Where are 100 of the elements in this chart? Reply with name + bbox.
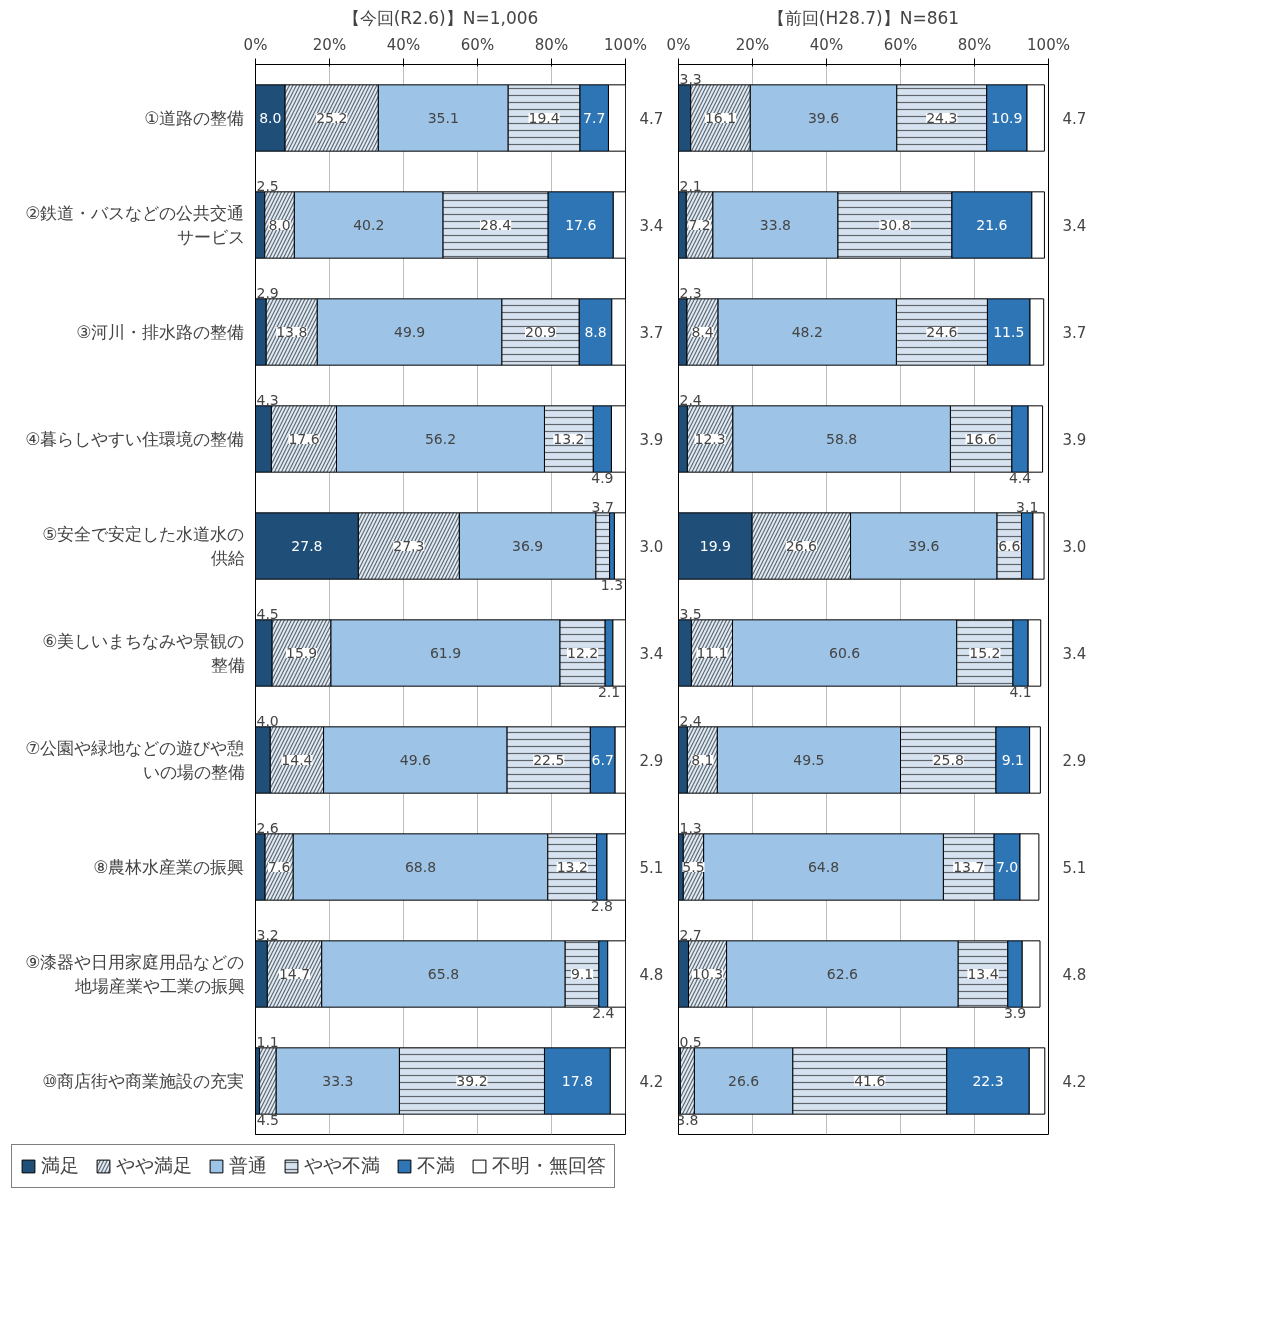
data-label: 19.9 bbox=[699, 538, 731, 554]
data-label: 4.7 bbox=[1062, 110, 1087, 128]
data-label: 35.1 bbox=[427, 110, 459, 126]
data-label: 49.9 bbox=[394, 324, 426, 340]
data-label: 33.8 bbox=[759, 217, 792, 233]
data-label: 13.4 bbox=[967, 966, 999, 982]
data-label: 33.3 bbox=[322, 1073, 354, 1089]
data-label: 49.5 bbox=[793, 752, 825, 768]
data-label: 3.4 bbox=[639, 217, 664, 235]
x-tick-label: 60% bbox=[883, 35, 918, 54]
data-label: 5.5 bbox=[682, 859, 705, 875]
data-label: 68.8 bbox=[404, 859, 437, 875]
data-label: 13.2 bbox=[553, 431, 585, 447]
data-label: 10.3 bbox=[691, 966, 724, 982]
legend-label: やや不満 bbox=[304, 1153, 380, 1178]
data-label: 8.0 bbox=[259, 110, 282, 126]
data-label: 3.0 bbox=[639, 538, 664, 556]
data-label: 3.0 bbox=[1062, 538, 1087, 556]
data-label: 2.9 bbox=[1062, 752, 1087, 770]
data-label: 3.7 bbox=[1062, 324, 1087, 342]
data-label: 3.7 bbox=[639, 324, 664, 342]
data-label: 17.8 bbox=[561, 1073, 593, 1089]
x-tick-label: 0% bbox=[666, 35, 691, 54]
data-label: 17.6 bbox=[565, 217, 597, 233]
legend-label: 普通 bbox=[229, 1153, 267, 1178]
data-label: 64.8 bbox=[807, 859, 840, 875]
data-label: 5.1 bbox=[1062, 859, 1087, 877]
data-label: 2.9 bbox=[256, 284, 279, 301]
data-label: 26.6 bbox=[728, 1073, 760, 1089]
legend-label: やや満足 bbox=[116, 1153, 192, 1178]
data-label: 2.1 bbox=[597, 684, 621, 701]
data-label: 8.4 bbox=[691, 324, 714, 340]
data-label: 13.7 bbox=[953, 859, 985, 875]
data-label: 2.8 bbox=[590, 898, 613, 915]
data-label: 1.3 bbox=[600, 577, 624, 594]
data-label: 56.2 bbox=[424, 431, 457, 447]
x-tick-label: 20% bbox=[735, 35, 770, 54]
data-label: 3.4 bbox=[1062, 217, 1087, 235]
y-tick-label: ⑦公園や緑地などの遊びや憩いの場の整備 bbox=[25, 738, 245, 782]
data-label: 6.6 bbox=[998, 538, 1021, 554]
data-label: 4.5 bbox=[256, 1112, 280, 1129]
data-label: 28.4 bbox=[480, 217, 512, 233]
data-label: 39.6 bbox=[908, 538, 940, 554]
data-label: 2.1 bbox=[679, 177, 702, 194]
data-label: 9.1 bbox=[1001, 752, 1024, 768]
data-label: 39.6 bbox=[807, 110, 840, 126]
data-label: 21.6 bbox=[976, 217, 1008, 233]
data-label: 14.4 bbox=[281, 752, 313, 768]
chart-title: 【前回(H28.7)】N=861 bbox=[767, 7, 960, 28]
data-label: 13.8 bbox=[276, 324, 308, 340]
data-label: 4.9 bbox=[591, 470, 614, 487]
data-label: 11.1 bbox=[696, 645, 728, 661]
data-label: 14.7 bbox=[278, 966, 311, 982]
legend-label: 満足 bbox=[41, 1153, 79, 1178]
data-label: 2.5 bbox=[256, 177, 279, 194]
data-label: 15.9 bbox=[285, 645, 318, 661]
data-label: 4.2 bbox=[1062, 1073, 1087, 1091]
y-tick-label: ②鉄道・バスなどの公共交通サービス bbox=[25, 203, 245, 247]
data-label: 2.4 bbox=[679, 391, 702, 408]
data-label: 12.2 bbox=[566, 645, 599, 661]
data-label: 4.4 bbox=[1008, 470, 1032, 487]
data-label: 3.5 bbox=[679, 605, 702, 622]
data-label: 8.1 bbox=[691, 752, 714, 768]
data-label: 30.8 bbox=[879, 217, 911, 233]
data-label: 26.6 bbox=[785, 538, 818, 554]
data-label: 24.3 bbox=[926, 110, 958, 126]
data-label: 13.2 bbox=[556, 859, 588, 875]
data-label: 27.8 bbox=[291, 538, 323, 554]
x-tick-label: 40% bbox=[386, 35, 421, 54]
x-tick-label: 80% bbox=[957, 35, 992, 54]
data-label: 9.1 bbox=[570, 966, 594, 982]
x-tick-label: 100% bbox=[1027, 35, 1070, 54]
data-label: 61.9 bbox=[429, 645, 462, 661]
data-label: 4.0 bbox=[256, 712, 279, 729]
data-label: 25.8 bbox=[932, 752, 964, 768]
data-label: 2.6 bbox=[256, 819, 279, 836]
legend-label: 不明・無回答 bbox=[492, 1153, 606, 1178]
data-label: 1.1 bbox=[256, 1033, 279, 1050]
data-label: 3.4 bbox=[639, 645, 664, 663]
data-label: 62.6 bbox=[826, 966, 859, 982]
data-label: 1.3 bbox=[679, 819, 702, 836]
y-tick-label: ③河川・排水路の整備 bbox=[76, 322, 245, 342]
data-label: 16.6 bbox=[965, 431, 997, 447]
data-label: 4.1 bbox=[1009, 684, 1032, 701]
data-label: 5.1 bbox=[639, 859, 664, 877]
data-label: 7.2 bbox=[688, 217, 711, 233]
data-label: 15.2 bbox=[969, 645, 1001, 661]
data-label: 7.6 bbox=[268, 859, 291, 875]
data-label: 6.7 bbox=[591, 752, 614, 768]
data-label: 3.9 bbox=[1062, 431, 1087, 449]
data-label: 12.3 bbox=[694, 431, 726, 447]
data-label: 3.9 bbox=[639, 431, 664, 449]
data-label: 58.8 bbox=[826, 431, 858, 447]
data-label: 25.2 bbox=[316, 110, 348, 126]
data-label: 4.8 bbox=[1062, 966, 1087, 984]
data-label: 49.6 bbox=[399, 752, 432, 768]
data-label: 20.9 bbox=[525, 324, 557, 340]
data-label: 2.3 bbox=[679, 284, 702, 301]
data-label: 4.8 bbox=[639, 966, 664, 984]
x-tick-label: 60% bbox=[460, 35, 495, 54]
